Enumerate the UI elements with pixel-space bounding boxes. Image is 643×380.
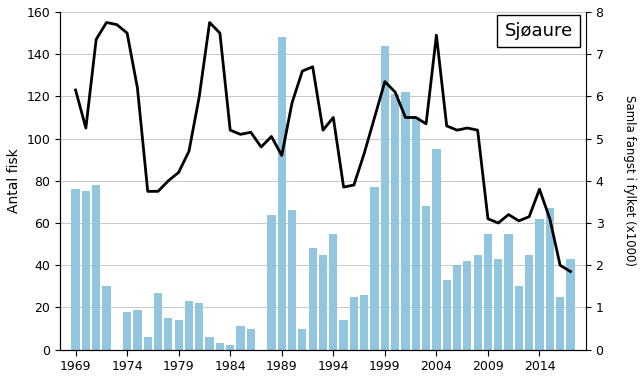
Bar [123,312,131,350]
Text: Sjøaure: Sjøaure [505,22,573,40]
Bar [237,326,244,350]
Bar [515,286,523,350]
Bar [432,149,440,350]
Bar [82,192,90,350]
Bar [185,301,193,350]
Bar [340,320,348,350]
Bar [288,211,296,350]
Bar [505,234,512,350]
Bar [463,261,471,350]
Bar [319,255,327,350]
Bar [164,318,172,350]
Bar [536,219,543,350]
Bar [174,320,183,350]
Bar [298,329,307,350]
Bar [206,337,213,350]
Bar [453,265,461,350]
Bar [442,280,451,350]
Bar [494,259,502,350]
Bar [381,46,389,350]
Y-axis label: Antal fisk: Antal fisk [7,149,21,213]
Bar [412,117,420,350]
Bar [329,234,338,350]
Bar [71,189,80,350]
Bar [195,303,203,350]
Bar [309,249,317,350]
Bar [484,234,492,350]
Bar [360,295,368,350]
Bar [350,297,358,350]
Bar [247,329,255,350]
Bar [370,187,379,350]
Bar [556,297,565,350]
Bar [391,94,399,350]
Y-axis label: Samla fangst i fylket (x1000): Samla fangst i fylket (x1000) [623,95,636,266]
Bar [401,92,410,350]
Bar [546,208,554,350]
Bar [143,337,152,350]
Bar [566,259,575,350]
Bar [92,185,100,350]
Bar [422,206,430,350]
Bar [473,255,482,350]
Bar [525,255,533,350]
Bar [133,310,141,350]
Bar [216,343,224,350]
Bar [226,345,234,350]
Bar [102,286,111,350]
Bar [154,293,162,350]
Bar [267,215,276,350]
Bar [278,37,286,350]
